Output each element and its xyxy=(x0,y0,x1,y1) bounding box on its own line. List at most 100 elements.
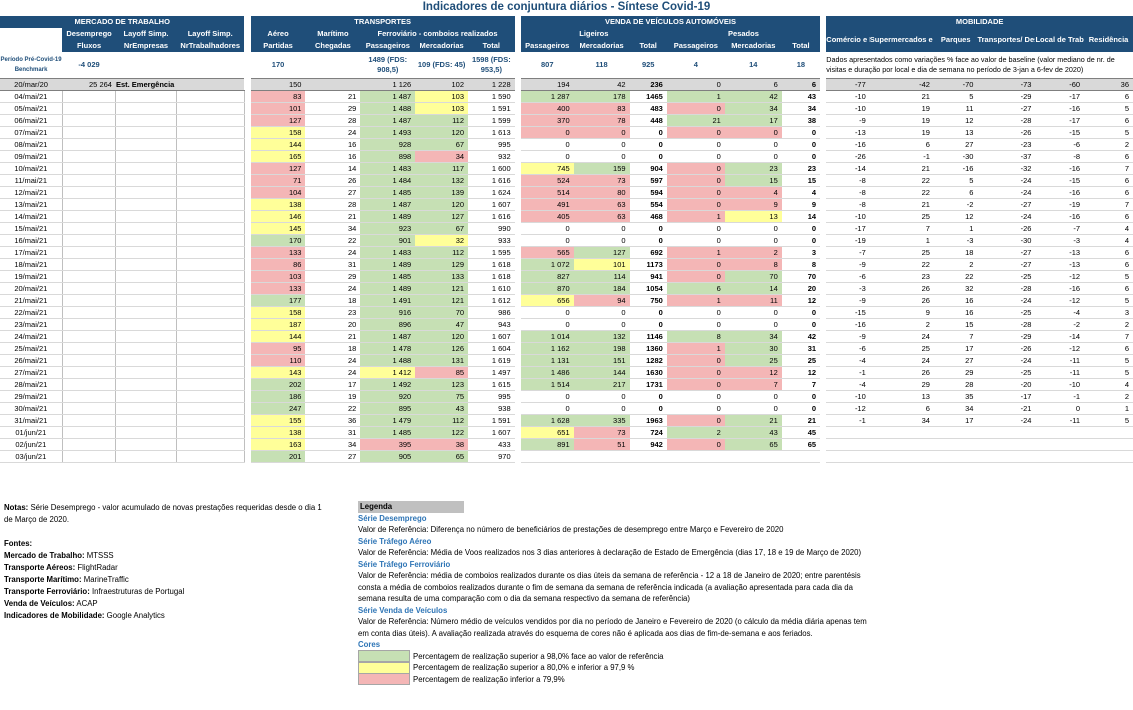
cell-pes-mercadorias: 23 xyxy=(724,162,782,175)
cell-local-trabalho: -16 xyxy=(1035,282,1085,295)
cell-lig-mercadorias: 144 xyxy=(573,366,630,379)
cell-local-trabalho: -15 xyxy=(1035,174,1085,187)
cell-residencia: 5 xyxy=(1084,126,1133,139)
cell-lig-mercadorias: 78 xyxy=(573,114,630,127)
cell-chegadas: 27 xyxy=(305,186,361,199)
table-row: 24/mai/21 144 21 1 487 120 1 607 1 014 132 1146 8… xyxy=(0,330,1133,343)
cell-pes-total: 0 xyxy=(781,402,821,415)
cell-lig-passageiros: 514 xyxy=(520,186,574,199)
cell-transportes-deslocacoes xyxy=(977,450,1036,463)
cell-pes-total: 34 xyxy=(781,102,821,115)
cell-fer-passageiros: 896 xyxy=(360,318,416,331)
cell-pes-mercadorias: 42 xyxy=(724,90,782,103)
col-partidas: Partidas xyxy=(250,40,306,52)
cell-residencia: 6 xyxy=(1084,90,1133,103)
row-date: 01/jun/21 xyxy=(0,426,63,439)
cell-partidas: 202 xyxy=(250,378,306,391)
cell-comercio-lazer: -13 xyxy=(826,126,870,139)
row-date: 15/mai/21 xyxy=(0,222,63,235)
table-row: 28/mai/21 202 17 1 492 123 1 615 1 514 217 1731 0… xyxy=(0,378,1133,391)
legend-color-swatch xyxy=(358,650,410,663)
reference-cell-fer-mercadorias: 102 xyxy=(415,78,469,91)
cell-fer-mercadorias: 139 xyxy=(415,186,469,199)
cell-fluxos xyxy=(62,270,117,283)
cell-parques: -30 xyxy=(933,150,978,163)
cell-comercio-lazer: -8 xyxy=(826,186,870,199)
cell-pes-mercadorias: 7 xyxy=(724,378,782,391)
cell-comercio-lazer: -10 xyxy=(826,390,870,403)
benchmark-lig-total: 925 xyxy=(641,60,655,69)
table-row: 16/mai/21 170 22 901 32 933 0 0 0 0 0 0 -19 1 -3 -30 -3 4 xyxy=(0,234,1133,247)
cell-lig-passageiros: 0 xyxy=(520,402,574,415)
source-item: Venda de Veículos: ACAP xyxy=(4,598,324,610)
cell-fluxos xyxy=(62,174,117,187)
legend-series-name: Série Tráfego Aéreo xyxy=(358,536,432,546)
subheader-pesados: Pesados xyxy=(666,28,821,40)
legend-series-text: Valor de Referência: Número médio de veí… xyxy=(358,617,867,638)
cell-residencia: 6 xyxy=(1084,258,1133,271)
cell-local-trabalho: -13 xyxy=(1035,258,1085,271)
cell-nr-empresas xyxy=(115,342,177,355)
cell-supermercados: -1 xyxy=(869,150,934,163)
cell-comercio-lazer: -15 xyxy=(826,306,870,319)
cell-nr-empresas xyxy=(115,198,177,211)
cell-chegadas: 34 xyxy=(305,222,361,235)
reference-cell-nr-empresas: Est. Emergência xyxy=(115,78,177,91)
cell-transportes-deslocacoes: -28 xyxy=(977,282,1036,295)
cell-supermercados: 24 xyxy=(869,354,934,367)
cell-nr-trabalhadores xyxy=(176,210,245,223)
cell-pes-total: 12 xyxy=(781,294,821,307)
cell-fer-total: 990 xyxy=(468,222,515,235)
table-row: 29/mai/21 186 19 920 75 995 0 0 0 0 0 0 -10 13 35 -17 -1… xyxy=(0,390,1133,403)
col-transportes-deslocacoes: Transportes/ Deslocações xyxy=(977,28,1036,52)
cell-supermercados: 6 xyxy=(869,138,934,151)
cell-lig-passageiros: 400 xyxy=(520,102,574,115)
cell-lig-mercadorias: 184 xyxy=(573,282,630,295)
cell-fer-total: 1 615 xyxy=(468,378,515,391)
cell-pes-total: 23 xyxy=(781,162,821,175)
cell-fer-mercadorias: 132 xyxy=(415,174,469,187)
cell-lig-mercadorias: 0 xyxy=(573,126,630,139)
cell-nr-empresas xyxy=(115,222,177,235)
benchmark-row: Período Pré-Covid-19 Benchmark -4 029 17… xyxy=(0,52,1133,79)
col-lig-total: Total xyxy=(629,40,667,52)
cell-comercio-lazer: -4 xyxy=(826,354,870,367)
cell-chegadas: 21 xyxy=(305,330,361,343)
cell-lig-mercadorias: 73 xyxy=(573,426,630,439)
cell-local-trabalho: -16 xyxy=(1035,186,1085,199)
cell-fer-mercadorias: 70 xyxy=(415,306,469,319)
cell-pes-passageiros: 1 xyxy=(666,90,725,103)
cell-pes-passageiros: 0 xyxy=(666,318,725,331)
row-date: 29/mai/21 xyxy=(0,390,63,403)
table-row: 17/mai/21 133 24 1 483 112 1 595 565 127 692 1 2 3-… xyxy=(0,246,1133,259)
cell-lig-mercadorias: 0 xyxy=(573,150,630,163)
cell-nr-trabalhadores xyxy=(176,354,245,367)
col-pes-passageiros: Passageiros xyxy=(666,40,725,52)
cell-comercio-lazer: -7 xyxy=(826,246,870,259)
cell-lig-mercadorias: 0 xyxy=(573,222,630,235)
cell-fluxos xyxy=(62,354,117,367)
cell-local-trabalho: -19 xyxy=(1035,198,1085,211)
cell-fer-passageiros: 1 487 xyxy=(360,330,416,343)
cell-nr-trabalhadores xyxy=(176,198,245,211)
cell-nr-empresas xyxy=(115,294,177,307)
cell-fer-passageiros: 395 xyxy=(360,438,416,451)
col-fer-total: Total xyxy=(468,40,515,52)
legend-color-item: Percentagem de realização superior a 80,… xyxy=(358,661,878,674)
cell-pes-mercadorias: 0 xyxy=(724,234,782,247)
cell-transportes-deslocacoes: -24 xyxy=(977,414,1036,427)
cell-nr-trabalhadores xyxy=(176,378,245,391)
cell-nr-empresas xyxy=(115,138,177,151)
cell-fer-total: 1 599 xyxy=(468,114,515,127)
cell-supermercados: 24 xyxy=(869,330,934,343)
cell-fer-passageiros: 898 xyxy=(360,150,416,163)
reference-cell-fer-passageiros: 1 126 xyxy=(360,78,416,91)
cell-parques: 17 xyxy=(933,342,978,355)
row-date: 31/mai/21 xyxy=(0,414,63,427)
cell-lig-mercadorias: 0 xyxy=(573,306,630,319)
source-item: Indicadores de Mobilidade: Google Analyt… xyxy=(4,610,324,622)
cell-nr-empresas xyxy=(115,210,177,223)
cell-pes-total: 20 xyxy=(781,282,821,295)
cell-fer-total: 1 590 xyxy=(468,90,515,103)
cell-lig-passageiros: 0 xyxy=(520,306,574,319)
